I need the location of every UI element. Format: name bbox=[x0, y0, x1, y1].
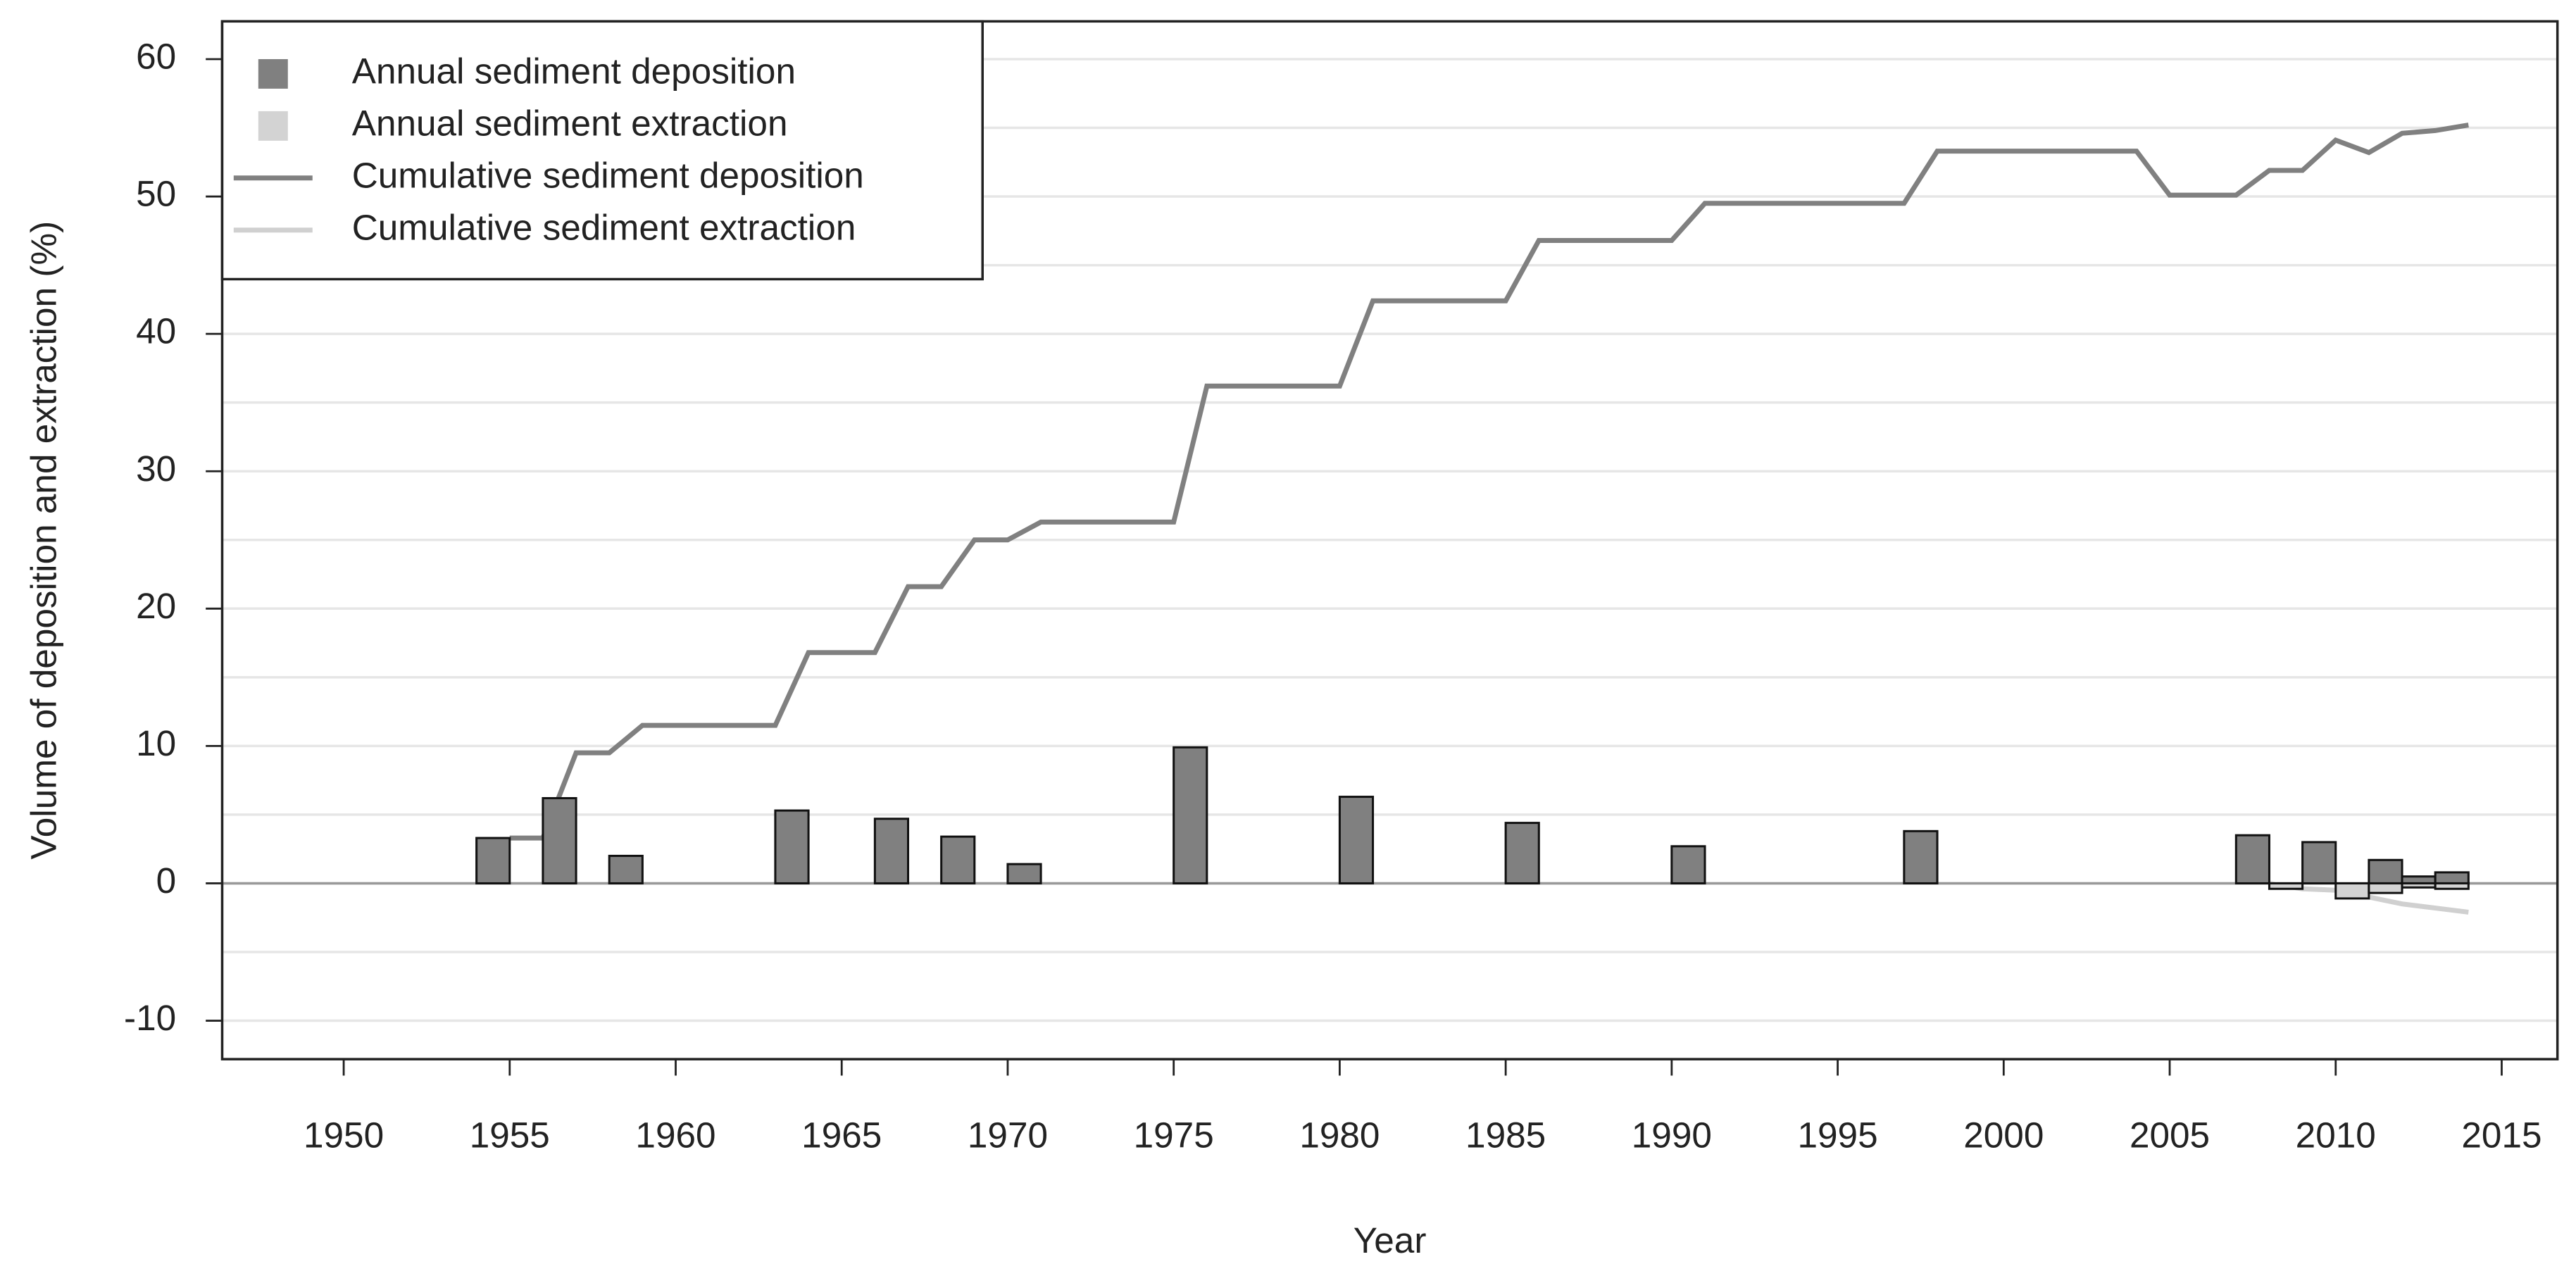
x-tick-label: 2005 bbox=[2130, 1115, 2210, 1156]
y-tick-label: 30 bbox=[136, 449, 176, 489]
legend-label: Annual sediment deposition bbox=[352, 51, 796, 91]
bar bbox=[2301, 841, 2337, 884]
bar bbox=[2334, 882, 2370, 900]
x-tick-label: 1970 bbox=[968, 1115, 1048, 1156]
x-tick-label: 1990 bbox=[1632, 1115, 1712, 1156]
bar bbox=[2268, 882, 2304, 890]
x-axis-title: Year bbox=[1353, 1220, 1427, 1260]
x-tick-label: 1950 bbox=[304, 1115, 384, 1156]
x-tick-label: 2010 bbox=[2296, 1115, 2376, 1156]
y-tick-label: 0 bbox=[156, 860, 177, 901]
x-tick-label: 1955 bbox=[470, 1115, 550, 1156]
legend-swatch bbox=[258, 58, 288, 89]
x-tick-label: 1980 bbox=[1299, 1115, 1380, 1156]
y-axis-title: Volume of deposition and extraction (%) bbox=[24, 221, 64, 860]
bar bbox=[2401, 882, 2437, 889]
y-tick-label: 20 bbox=[136, 586, 176, 626]
x-tick-label: 1965 bbox=[801, 1115, 882, 1156]
legend-swatch bbox=[258, 111, 288, 141]
legend-label: Cumulative sediment extraction bbox=[352, 207, 856, 247]
bar bbox=[542, 796, 577, 884]
legend-label: Annual sediment extraction bbox=[352, 103, 788, 143]
line bbox=[509, 123, 2469, 841]
bar bbox=[475, 837, 511, 884]
bar bbox=[2368, 858, 2403, 884]
bar bbox=[608, 854, 644, 884]
legend-box bbox=[220, 20, 984, 281]
bar bbox=[940, 835, 976, 884]
x-tick-label: 1975 bbox=[1134, 1115, 1214, 1156]
bar bbox=[873, 818, 910, 884]
bar bbox=[2434, 882, 2470, 890]
bar bbox=[1670, 845, 1706, 884]
x-tick-label: 1995 bbox=[1798, 1115, 1878, 1156]
x-tick-label: 1985 bbox=[1465, 1115, 1546, 1156]
y-tick-label: -10 bbox=[124, 998, 176, 1038]
legend-label: Cumulative sediment deposition bbox=[352, 155, 864, 195]
bar bbox=[2368, 882, 2403, 894]
bar bbox=[2234, 834, 2270, 884]
y-tick-label: 40 bbox=[136, 311, 176, 351]
y-tick-label: 10 bbox=[136, 723, 176, 763]
bar bbox=[774, 809, 810, 884]
x-tick-label: 2000 bbox=[1963, 1115, 2044, 1156]
bar bbox=[2434, 871, 2470, 884]
x-tick-label: 1960 bbox=[635, 1115, 715, 1156]
y-tick-label: 60 bbox=[136, 37, 176, 77]
y-tick-label: 50 bbox=[136, 174, 176, 214]
x-tick-label: 2015 bbox=[2461, 1115, 2541, 1156]
bar bbox=[1338, 796, 1375, 884]
plot-frame bbox=[220, 20, 2559, 1060]
bar bbox=[1173, 746, 1208, 884]
bar bbox=[1006, 863, 1042, 884]
bar bbox=[1504, 822, 1540, 884]
bar bbox=[1903, 829, 1939, 884]
